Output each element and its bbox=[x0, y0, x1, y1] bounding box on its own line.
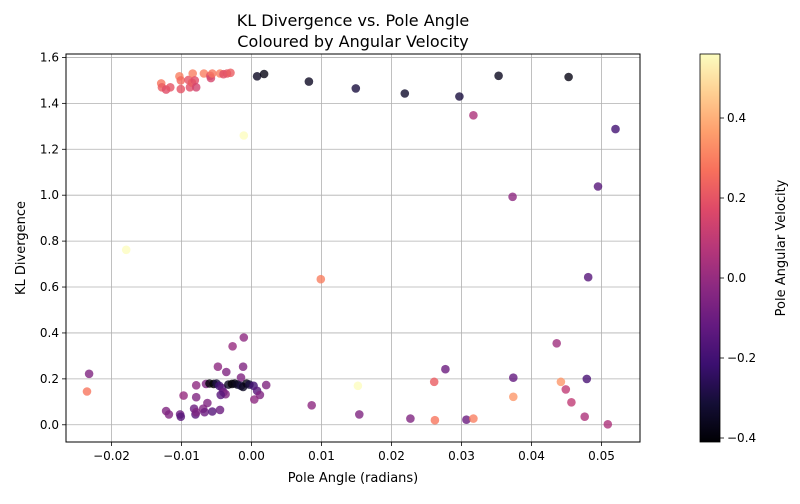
data-point bbox=[179, 391, 188, 400]
data-point bbox=[603, 420, 613, 429]
y-tick-label: 0.4 bbox=[40, 326, 59, 340]
data-point bbox=[593, 182, 603, 191]
data-point bbox=[316, 274, 326, 284]
data-point bbox=[188, 69, 197, 78]
data-point bbox=[406, 414, 415, 423]
y-tick-label: 1.4 bbox=[40, 96, 59, 110]
data-point bbox=[228, 342, 237, 351]
y-tick-label: 0.8 bbox=[40, 234, 59, 248]
data-points bbox=[82, 68, 620, 429]
x-tick-label: 0.00 bbox=[238, 449, 265, 463]
data-point bbox=[200, 407, 209, 417]
data-point bbox=[239, 333, 249, 342]
colorbar-tick-label: −0.2 bbox=[727, 351, 756, 365]
x-tick-label: 0.01 bbox=[308, 449, 335, 463]
data-point bbox=[82, 387, 92, 396]
data-point bbox=[252, 72, 262, 81]
x-tick-label: 0.03 bbox=[448, 449, 475, 463]
data-point bbox=[191, 381, 201, 390]
data-point bbox=[351, 84, 361, 93]
x-tick-label: 0.02 bbox=[378, 449, 405, 463]
data-point bbox=[203, 398, 212, 408]
data-point bbox=[226, 68, 235, 78]
colorbar-tick-label: 0.2 bbox=[727, 191, 746, 205]
data-point bbox=[469, 111, 478, 120]
colorbar bbox=[699, 53, 721, 443]
data-point bbox=[355, 410, 364, 419]
data-point bbox=[166, 83, 175, 92]
data-point bbox=[190, 76, 200, 85]
data-point bbox=[611, 124, 620, 134]
plot-frame bbox=[65, 53, 641, 443]
data-point bbox=[261, 380, 271, 390]
y-axis-ticks: 0.0 0.2 0.4 0.6 0.8 1.0 1.2 1.4 1.6 bbox=[40, 50, 66, 432]
data-point bbox=[430, 415, 440, 425]
y-tick-label: 0.2 bbox=[40, 372, 59, 386]
data-point bbox=[462, 415, 471, 425]
data-point bbox=[400, 89, 410, 98]
data-point bbox=[236, 373, 246, 382]
data-point bbox=[494, 71, 503, 81]
y-tick-label: 1.6 bbox=[40, 50, 59, 64]
data-point bbox=[508, 192, 517, 202]
data-point bbox=[582, 374, 592, 384]
data-point bbox=[307, 401, 317, 410]
y-axis-label: KL Divergence bbox=[14, 201, 29, 295]
colorbar-tick-label: −0.4 bbox=[727, 431, 756, 445]
colorbar-tick-label: 0.4 bbox=[727, 111, 746, 125]
data-point bbox=[580, 412, 589, 422]
data-point bbox=[216, 390, 225, 400]
data-point bbox=[583, 272, 593, 282]
data-point bbox=[215, 405, 225, 415]
data-point bbox=[191, 392, 201, 402]
data-point bbox=[455, 92, 464, 101]
data-point bbox=[208, 69, 217, 78]
data-point bbox=[176, 84, 186, 94]
data-point bbox=[238, 362, 248, 372]
colorbar-tick-label: 0.0 bbox=[727, 271, 746, 285]
data-point bbox=[176, 76, 186, 85]
x-axis-ticks: −0.02 −0.01 0.00 0.01 0.02 0.03 0.04 0.05 bbox=[93, 442, 615, 463]
chart-title-line-1: KL Divergence vs. Pole Angle bbox=[237, 11, 469, 30]
data-point bbox=[429, 377, 439, 387]
x-axis-label: Pole Angle (radians) bbox=[288, 471, 419, 486]
data-point bbox=[441, 364, 450, 374]
y-tick-label: 1.0 bbox=[40, 188, 59, 202]
x-tick-label: 0.05 bbox=[588, 449, 615, 463]
data-point bbox=[191, 407, 201, 417]
data-point bbox=[552, 339, 561, 348]
data-point bbox=[164, 410, 174, 419]
y-tick-label: 1.2 bbox=[40, 142, 59, 156]
data-point bbox=[222, 367, 231, 377]
colorbar-ticks: −0.4 −0.2 0.0 0.2 0.4 bbox=[720, 111, 756, 445]
x-tick-label: 0.04 bbox=[518, 449, 545, 463]
data-point bbox=[556, 377, 566, 387]
chart-title-line-2: Coloured by Angular Velocity bbox=[237, 32, 468, 51]
y-tick-label: 0.0 bbox=[40, 418, 59, 432]
data-point bbox=[259, 69, 269, 79]
data-point bbox=[84, 369, 94, 379]
colorbar-label: Pole Angular Velocity bbox=[774, 179, 789, 316]
data-point bbox=[213, 362, 223, 372]
data-point bbox=[469, 414, 478, 423]
data-point bbox=[353, 381, 363, 391]
data-point bbox=[239, 131, 249, 140]
data-point bbox=[304, 77, 314, 86]
data-point bbox=[564, 72, 573, 82]
data-point bbox=[567, 398, 576, 407]
data-point bbox=[121, 245, 131, 255]
data-point bbox=[509, 373, 518, 383]
y-tick-label: 0.6 bbox=[40, 280, 59, 294]
data-point bbox=[561, 385, 571, 394]
data-point bbox=[250, 395, 259, 404]
x-tick-label: −0.02 bbox=[93, 449, 130, 463]
data-point bbox=[509, 392, 518, 402]
data-point bbox=[208, 407, 217, 416]
grid-lines bbox=[66, 54, 640, 442]
data-point bbox=[191, 83, 201, 92]
data-point bbox=[176, 412, 186, 422]
x-tick-label: −0.01 bbox=[163, 449, 200, 463]
